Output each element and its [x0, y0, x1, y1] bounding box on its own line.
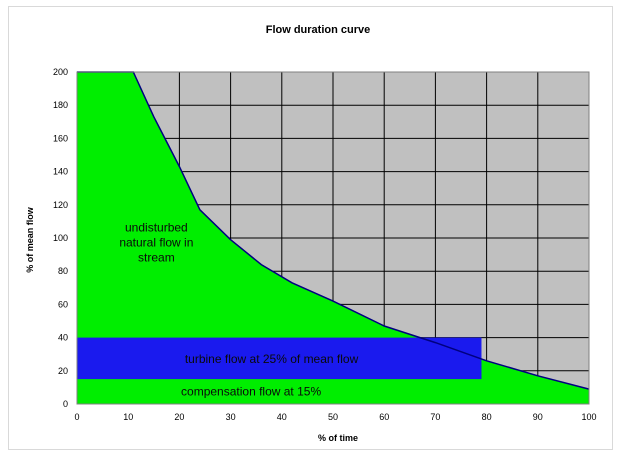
- x-tick-label: 40: [277, 412, 287, 422]
- y-tick-label: 120: [53, 200, 68, 210]
- x-tick-label: 70: [430, 412, 440, 422]
- natural-flow-label: undisturbed: [125, 220, 188, 234]
- natural-flow-label: stream: [138, 250, 175, 264]
- plot-border: [76, 71, 590, 405]
- y-tick-label: 180: [53, 100, 68, 110]
- turbine-flow-label: turbine flow at 25% of mean flow: [185, 352, 359, 366]
- x-tick-label: 20: [174, 412, 184, 422]
- y-tick-label: 100: [53, 233, 68, 243]
- turbine-flow-band: [77, 337, 482, 380]
- x-tick-label: 60: [379, 412, 389, 422]
- natural-flow-area: [77, 72, 589, 404]
- x-tick-label: 0: [74, 412, 79, 422]
- x-tick-label: 30: [226, 412, 236, 422]
- y-tick-label: 40: [58, 333, 68, 343]
- y-tick-label: 0: [63, 399, 68, 409]
- flow-duration-curve-line: [77, 71, 590, 390]
- y-tick-label: 160: [53, 133, 68, 143]
- x-tick-label: 10: [123, 412, 133, 422]
- plot-area: 0 20 40 60 80 100 120 140 160 180 200 0 10 20 30 40 50 60…: [53, 67, 597, 422]
- y-tick-label: 20: [58, 366, 68, 376]
- x-axis-label: % of time: [318, 433, 358, 443]
- chart-title: Flow duration curve: [266, 24, 371, 36]
- y-tick-label: 60: [58, 299, 68, 309]
- x-tick-label: 50: [328, 412, 338, 422]
- compensation-flow-label: compensation flow at 15%: [181, 385, 321, 399]
- y-tick-label: 80: [58, 266, 68, 276]
- y-tick-label: 140: [53, 167, 68, 177]
- x-tick-label: 80: [482, 412, 492, 422]
- x-tick-label: 90: [533, 412, 543, 422]
- x-tick-label: 100: [581, 412, 596, 422]
- y-tick-label: 200: [53, 67, 68, 77]
- natural-flow-label: natural flow in: [119, 235, 193, 249]
- y-axis-label: % of mean flow: [25, 206, 35, 273]
